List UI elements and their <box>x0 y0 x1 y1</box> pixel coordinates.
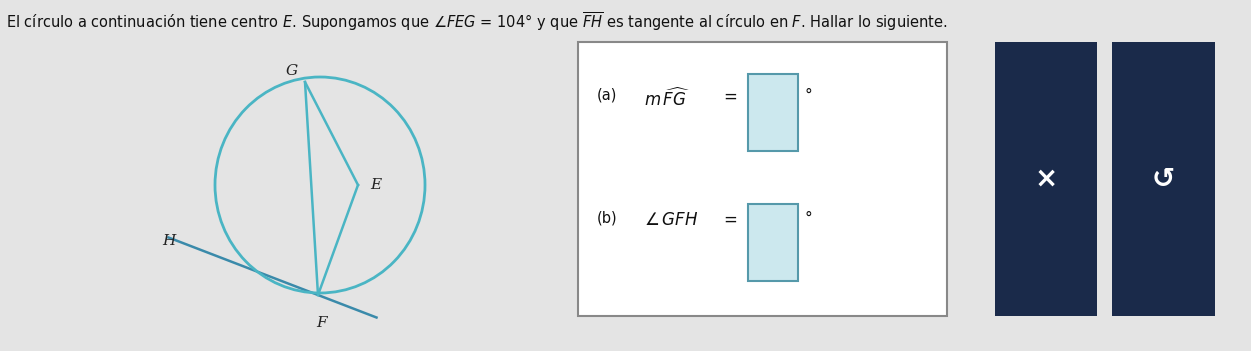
Text: El círculo a continuación tiene centro $\it{E}$. Supongamos que $\angle \it{F}\i: El círculo a continuación tiene centro $… <box>6 11 948 33</box>
Text: E: E <box>370 178 382 192</box>
Text: =: = <box>723 88 737 106</box>
FancyBboxPatch shape <box>1112 42 1215 316</box>
Text: F: F <box>317 316 327 330</box>
Text: °: ° <box>804 211 812 226</box>
FancyBboxPatch shape <box>748 74 798 151</box>
Text: (b): (b) <box>597 211 617 226</box>
Text: ↺: ↺ <box>1152 165 1175 193</box>
Text: $\angle\,GFH$: $\angle\,GFH$ <box>644 211 698 229</box>
Text: °: ° <box>804 88 812 103</box>
Text: G: G <box>285 65 298 79</box>
FancyBboxPatch shape <box>995 42 1097 316</box>
Text: =: = <box>723 211 737 229</box>
Text: $m\,\widehat{FG}$: $m\,\widehat{FG}$ <box>644 88 691 110</box>
FancyBboxPatch shape <box>748 204 798 281</box>
FancyBboxPatch shape <box>578 42 947 316</box>
Text: ×: × <box>1035 165 1057 193</box>
Text: (a): (a) <box>597 88 617 103</box>
Text: H: H <box>163 234 175 249</box>
